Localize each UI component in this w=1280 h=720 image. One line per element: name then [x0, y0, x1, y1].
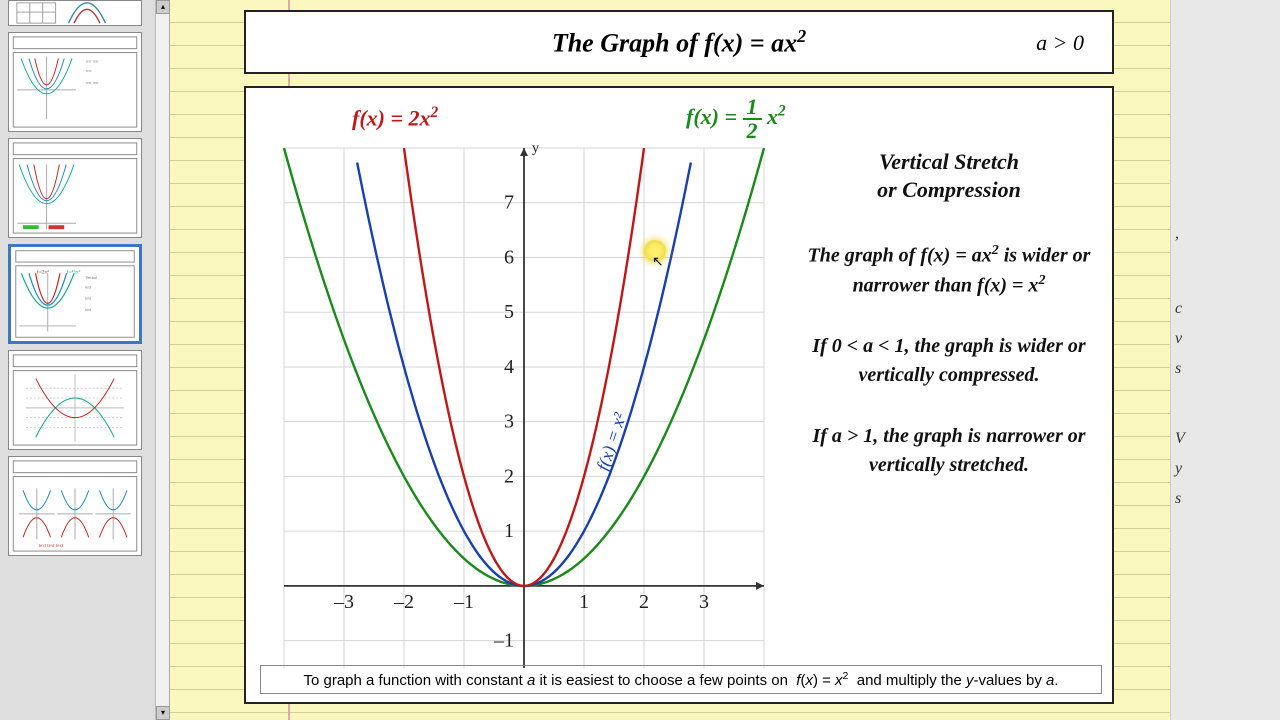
svg-text:text text: text text	[86, 81, 100, 85]
svg-text:text: text	[85, 297, 92, 301]
graph: –3–2–1123–11234567f(x) = x²y ↖	[264, 128, 784, 688]
slide-thumb-2[interactable]	[8, 138, 142, 238]
svg-text:1: 1	[579, 591, 589, 613]
svg-text:text: text	[86, 69, 93, 73]
main-slide-area: The Graph of f(x) = ax2 a > 0 f(x) = 2x2…	[170, 0, 1280, 720]
svg-text:3: 3	[504, 411, 514, 433]
svg-text:text text text: text text text	[39, 544, 64, 549]
right-cutoff-strip: ,cvsVys	[1170, 0, 1280, 720]
svg-text:–1: –1	[493, 630, 514, 652]
svg-text:–2: –2	[393, 591, 414, 613]
scroll-down-icon[interactable]: ▾	[156, 706, 170, 720]
svg-text:4: 4	[504, 356, 514, 378]
frac-num: 1	[743, 96, 762, 120]
footer-note: To graph a function with constant a it i…	[260, 665, 1102, 694]
side-p2: If 0 < a < 1, the graph is wider or vert…	[794, 332, 1104, 390]
slide-thumb-5[interactable]: text text text	[8, 456, 142, 556]
svg-text:f=2x²: f=2x²	[36, 268, 49, 275]
side-heading-l2: or Compression	[877, 177, 1021, 202]
cutoff-fragment: s	[1175, 490, 1181, 508]
cursor-arrow-icon: ↖	[652, 254, 664, 271]
scroll-up-icon[interactable]: ▴	[156, 0, 170, 14]
svg-text:Vertical: Vertical	[85, 276, 97, 280]
side-text: Vertical Stretch or Compression The grap…	[794, 148, 1104, 512]
side-heading: Vertical Stretch or Compression	[794, 148, 1104, 203]
cutoff-fragment: ,	[1175, 225, 1179, 243]
content-box: f(x) = 2x2 f(x) = 12 x2 –3–2–1123–112345…	[244, 86, 1114, 704]
thumbnail-sidebar: text texttexttext text f=2x²f=½x² Vertic…	[0, 0, 170, 720]
slide-card: The Graph of f(x) = ax2 a > 0 f(x) = 2x2…	[244, 10, 1114, 710]
thumbnail-scrollbar[interactable]: ▴ ▾	[155, 0, 169, 720]
slide-thumb-1[interactable]: text text text text text	[8, 32, 142, 132]
svg-text:2: 2	[504, 465, 514, 487]
title-box: The Graph of f(x) = ax2 a > 0	[244, 10, 1114, 74]
cutoff-fragment: s	[1175, 360, 1181, 378]
cutoff-fragment: y	[1175, 460, 1182, 478]
cutoff-fragment: V	[1175, 430, 1185, 448]
cutoff-fragment: v	[1175, 330, 1182, 348]
svg-text:1: 1	[504, 520, 514, 542]
title-text: The Graph of f(x) = ax2	[552, 26, 806, 59]
svg-text:–1: –1	[453, 591, 474, 613]
side-heading-l1: Vertical Stretch	[879, 149, 1019, 174]
svg-text:–3: –3	[333, 591, 354, 613]
svg-text:3: 3	[699, 591, 709, 613]
svg-text:text: text	[85, 285, 92, 289]
svg-text:y: y	[532, 141, 539, 156]
svg-text:6: 6	[504, 246, 514, 268]
svg-text:7: 7	[504, 192, 514, 214]
title-condition: a > 0	[1036, 30, 1084, 56]
cutoff-fragment: c	[1175, 300, 1182, 318]
svg-text:text: text	[85, 308, 92, 312]
slide-thumb-partial[interactable]	[8, 0, 142, 26]
svg-text:2: 2	[639, 591, 649, 613]
side-p3: If a > 1, the graph is narrower or verti…	[794, 422, 1104, 480]
slide-thumb-4[interactable]	[8, 350, 142, 450]
slide-thumb-3-selected[interactable]: f=2x²f=½x² Verticaltexttexttext	[8, 244, 142, 344]
svg-text:text text: text text	[86, 59, 100, 63]
side-p1: The graph of f(x) = ax2 is wider or narr…	[794, 241, 1104, 300]
svg-text:5: 5	[504, 301, 514, 323]
